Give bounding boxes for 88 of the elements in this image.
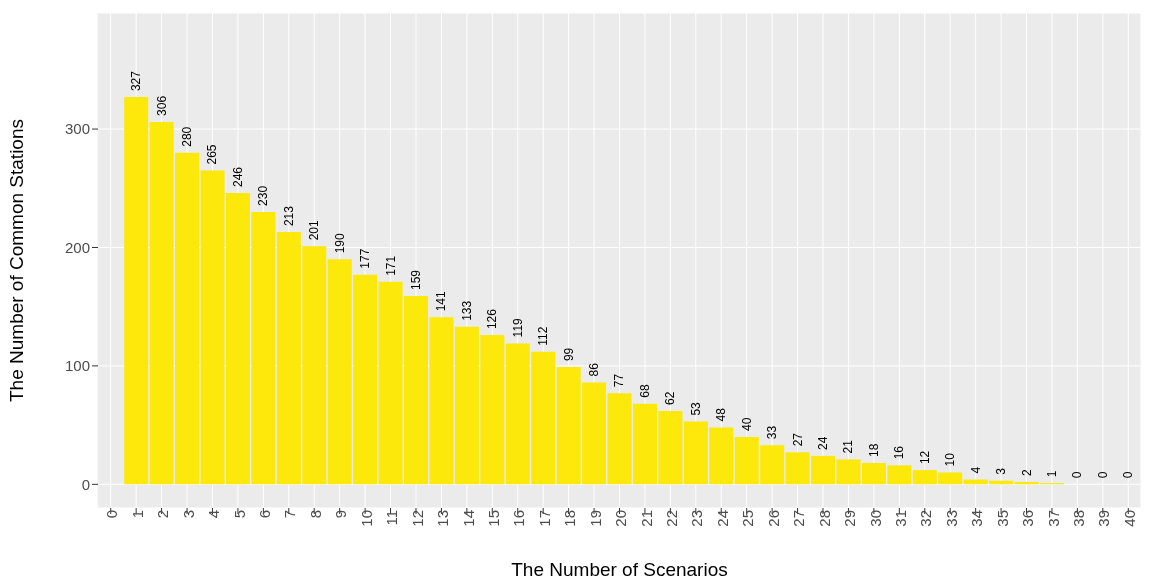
data-label: 280 [180, 126, 195, 147]
x-tick-label: 5 [230, 510, 248, 519]
x-tick-label: 28 [815, 510, 833, 527]
x-tick-label: 2 [154, 510, 172, 519]
data-label: 177 [358, 248, 373, 269]
data-label: 0 [1095, 471, 1110, 479]
x-axis-title: The Number of Scenarios [511, 559, 728, 580]
y-tick-label: 200 [64, 238, 90, 256]
x-tick-label: 3 [179, 510, 197, 519]
bar [124, 97, 149, 485]
x-tick-label: 39 [1095, 510, 1113, 527]
x-tick-label: 38 [1070, 510, 1088, 527]
data-label: 1 [1044, 470, 1059, 478]
data-label: 18 [866, 443, 881, 457]
data-label: 190 [332, 232, 347, 254]
x-tick-label: 37 [1044, 510, 1062, 527]
data-label: 86 [587, 362, 602, 377]
x-tick-label: 12 [408, 510, 426, 527]
x-tick-label: 11 [383, 510, 401, 526]
x-tick-label: 25 [739, 510, 757, 527]
data-label: 306 [154, 95, 169, 116]
x-tick-label: 16 [510, 510, 528, 527]
data-label: 53 [688, 401, 703, 416]
x-tick-label: 10 [357, 510, 375, 527]
data-label: 2 [1019, 468, 1034, 476]
data-label: 126 [485, 308, 500, 330]
data-label: 171 [383, 255, 398, 276]
x-tick-label: 34 [968, 510, 986, 527]
data-label: 40 [739, 417, 754, 431]
data-label: 201 [307, 219, 322, 241]
x-tick-label: 0 [103, 510, 121, 519]
x-tick-label: 23 [688, 510, 706, 527]
data-label: 68 [637, 384, 652, 398]
x-tick-label: 7 [281, 510, 299, 519]
data-label: 159 [408, 269, 423, 291]
data-label: 16 [892, 445, 907, 460]
x-tick-label: 21 [637, 510, 655, 527]
x-tick-label: 40 [1120, 510, 1138, 527]
x-tick-label: 19 [586, 510, 604, 527]
y-tick-label: 0 [81, 475, 90, 493]
data-label: 12 [917, 450, 932, 465]
data-label: 213 [281, 205, 296, 227]
data-label: 246 [230, 166, 245, 187]
x-tick-label: 6 [256, 510, 273, 519]
x-tick-label: 30 [866, 510, 884, 527]
x-tick-label: 1 [128, 510, 146, 519]
data-label: 27 [790, 432, 805, 447]
y-tick-label: 100 [64, 357, 90, 375]
x-tick-label: 4 [205, 510, 223, 519]
x-tick-label: 17 [535, 510, 553, 527]
data-label: 99 [561, 347, 576, 362]
data-label: 48 [714, 407, 729, 422]
data-label: 21 [841, 439, 856, 454]
y-tick-label: 300 [64, 120, 90, 138]
data-label: 327 [129, 70, 144, 92]
x-tick-label: 20 [612, 510, 630, 527]
data-label: 119 [510, 317, 525, 338]
x-tick-label: 26 [764, 510, 782, 527]
y-axis-title: The Number of Common Stations [5, 118, 27, 403]
data-label: 230 [256, 185, 271, 206]
data-label: 0 [1121, 471, 1136, 479]
data-label: 62 [663, 391, 678, 405]
x-tick-label: 33 [942, 510, 960, 527]
x-tick-label: 8 [306, 510, 324, 519]
data-label: 24 [816, 436, 831, 450]
x-tick-label: 32 [917, 510, 935, 527]
data-label: 77 [612, 373, 627, 388]
x-tick-label: 36 [1019, 510, 1037, 527]
x-tick-label: 13 [434, 510, 452, 527]
x-tick-label: 31 [891, 510, 909, 527]
data-label: 4 [968, 466, 983, 474]
data-label: 133 [459, 300, 474, 321]
data-label: 141 [434, 290, 449, 312]
data-label: 0 [1070, 471, 1085, 479]
data-label: 265 [205, 144, 220, 165]
x-tick-label: 9 [332, 510, 350, 519]
data-label: 33 [765, 425, 780, 440]
data-label: 112 [536, 326, 551, 346]
x-tick-label: 15 [484, 510, 502, 527]
x-tick-label: 18 [561, 510, 579, 527]
x-tick-label: 22 [663, 510, 681, 527]
data-label: 3 [994, 467, 1009, 475]
data-label: 10 [943, 452, 958, 467]
x-tick-label: 14 [459, 510, 477, 527]
x-tick-label: 27 [790, 510, 808, 527]
x-tick-label: 29 [841, 510, 859, 527]
x-tick-label: 24 [713, 510, 731, 527]
x-tick-label: 35 [993, 510, 1011, 527]
